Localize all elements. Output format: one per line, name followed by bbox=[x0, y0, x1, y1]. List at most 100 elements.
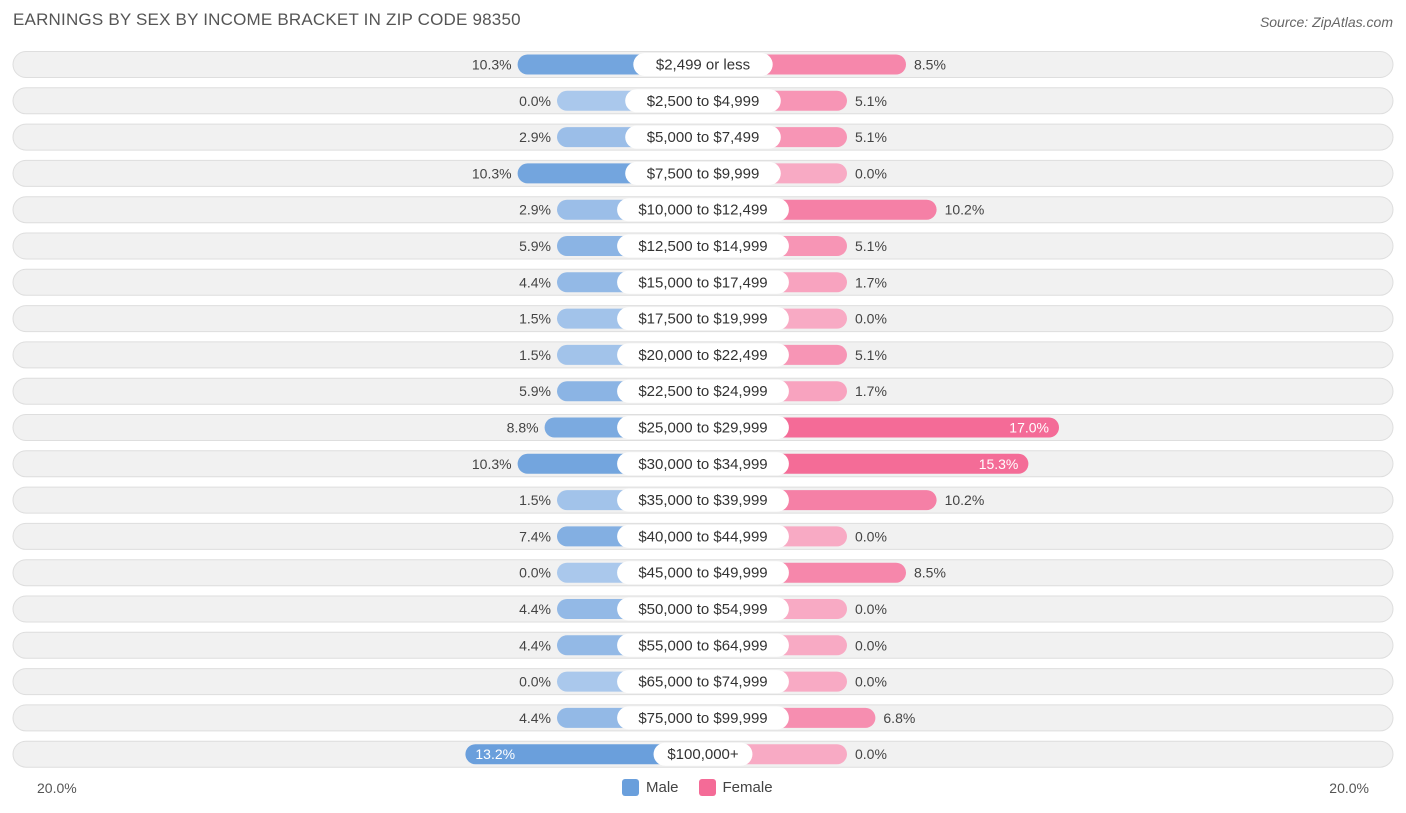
category-label-box bbox=[617, 234, 789, 258]
bar-row: $12,500 to $14,999 5.9% 5.1% bbox=[12, 232, 1394, 260]
source-note: Source: ZipAtlas.com bbox=[1259, 14, 1393, 30]
category-label-box bbox=[633, 53, 773, 76]
bar-row: $50,000 to $54,999 4.4% 0.0% bbox=[12, 595, 1394, 623]
value-label-male: 2.9% bbox=[519, 202, 551, 218]
value-label-male: 10.3% bbox=[472, 165, 512, 181]
category-label: $20,000 to $22,499 bbox=[638, 347, 767, 364]
value-label-male: 10.3% bbox=[472, 456, 512, 472]
value-label-male: 7.4% bbox=[519, 528, 551, 544]
category-label-box bbox=[617, 270, 789, 294]
value-label-male: 13.2% bbox=[475, 746, 515, 762]
value-label-female: 8.5% bbox=[914, 565, 946, 581]
category-label: $40,000 to $44,999 bbox=[638, 528, 767, 545]
chart-canvas: $2,499 or less 10.3% 8.5% $2,500 to $4,999 0… bbox=[12, 51, 1394, 768]
category-label: $55,000 to $64,999 bbox=[638, 637, 767, 654]
bar-row: $35,000 to $39,999 1.5% 10.2% bbox=[12, 486, 1394, 514]
value-label-male: 5.9% bbox=[519, 383, 551, 399]
bar-row: $30,000 to $34,999 10.3% 15.3% bbox=[12, 450, 1394, 478]
value-label-male: 4.4% bbox=[519, 710, 551, 726]
bar-row: $2,499 or less 10.3% 8.5% bbox=[12, 51, 1394, 78]
category-label-box bbox=[617, 379, 789, 403]
category-label: $100,000+ bbox=[667, 746, 739, 763]
category-label-box bbox=[617, 488, 789, 512]
category-label: $65,000 to $74,999 bbox=[638, 674, 767, 691]
value-label-female: 5.1% bbox=[855, 129, 887, 145]
legend-label-female: Female bbox=[722, 779, 773, 796]
value-label-female: 10.2% bbox=[945, 202, 985, 218]
category-label-box bbox=[617, 597, 789, 621]
bar-row: $10,000 to $12,499 2.9% 10.2% bbox=[12, 196, 1394, 224]
value-label-female: 15.3% bbox=[979, 456, 1019, 472]
value-label-male: 0.0% bbox=[519, 565, 551, 581]
category-label-box bbox=[617, 343, 789, 367]
category-label: $15,000 to $17,499 bbox=[638, 274, 767, 291]
category-label: $30,000 to $34,999 bbox=[638, 456, 767, 473]
category-label: $22,500 to $24,999 bbox=[638, 383, 767, 400]
value-label-female: 5.1% bbox=[855, 238, 887, 254]
category-label: $12,500 to $14,999 bbox=[638, 238, 767, 255]
bar-row: $20,000 to $22,499 1.5% 5.1% bbox=[12, 341, 1394, 369]
value-label-female: 5.1% bbox=[855, 347, 887, 363]
category-label-box bbox=[653, 742, 753, 766]
value-label-male: 1.5% bbox=[519, 311, 551, 327]
value-label-male: 4.4% bbox=[519, 637, 551, 653]
value-label-female: 1.7% bbox=[855, 383, 887, 399]
category-label: $75,000 to $99,999 bbox=[638, 710, 767, 727]
bar-row: $7,500 to $9,999 10.3% 0.0% bbox=[12, 159, 1394, 187]
value-label-female: 1.7% bbox=[855, 274, 887, 290]
value-label-male: 5.9% bbox=[519, 238, 551, 254]
legend-item-female: Female bbox=[698, 779, 773, 796]
axis-label-right: 20.0% bbox=[1329, 780, 1369, 796]
value-label-female: 8.5% bbox=[914, 57, 946, 73]
bar-row: $25,000 to $29,999 8.8% 17.0% bbox=[12, 414, 1394, 441]
value-label-male: 1.5% bbox=[519, 492, 551, 508]
bar-row: $100,000+ 13.2% 0.0% bbox=[12, 740, 1394, 768]
category-label: $10,000 to $12,499 bbox=[638, 202, 767, 219]
category-label-box bbox=[617, 524, 789, 548]
value-label-male: 10.3% bbox=[472, 57, 512, 73]
axis-label-left: 20.0% bbox=[37, 780, 77, 796]
value-label-female: 6.8% bbox=[883, 710, 915, 726]
value-label-female: 0.0% bbox=[855, 637, 887, 653]
bar-row: $40,000 to $44,999 7.4% 0.0% bbox=[12, 522, 1394, 550]
bar-row: $15,000 to $17,499 4.4% 1.7% bbox=[12, 268, 1394, 296]
bar-row: $17,500 to $19,999 1.5% 0.0% bbox=[12, 305, 1394, 333]
value-label-female: 0.0% bbox=[855, 311, 887, 327]
category-label-box bbox=[617, 706, 789, 730]
value-label-female: 0.0% bbox=[855, 528, 887, 544]
category-label: $35,000 to $39,999 bbox=[638, 492, 767, 509]
value-label-male: 2.9% bbox=[519, 129, 551, 145]
value-label-male: 1.5% bbox=[519, 347, 551, 363]
value-label-female: 0.0% bbox=[855, 165, 887, 181]
category-label: $5,000 to $7,499 bbox=[647, 129, 760, 146]
value-label-female: 0.0% bbox=[855, 746, 887, 762]
category-label: $45,000 to $49,999 bbox=[638, 565, 767, 582]
category-label: $7,500 to $9,999 bbox=[647, 165, 760, 182]
value-label-female: 10.2% bbox=[945, 492, 985, 508]
category-label-box bbox=[617, 307, 789, 331]
bar-row: $5,000 to $7,499 2.9% 5.1% bbox=[12, 123, 1394, 151]
bar-row: $75,000 to $99,999 4.4% 6.8% bbox=[12, 704, 1394, 732]
value-label-female: 17.0% bbox=[1009, 420, 1049, 436]
category-label-box bbox=[625, 89, 781, 113]
value-label-male: 8.8% bbox=[507, 420, 539, 436]
bar-male bbox=[465, 744, 703, 765]
value-label-male: 4.4% bbox=[519, 274, 551, 290]
value-label-male: 0.0% bbox=[519, 93, 551, 109]
category-label-box bbox=[617, 670, 789, 694]
bar-female bbox=[703, 417, 1059, 438]
category-label-box bbox=[625, 125, 781, 149]
bar-row: $55,000 to $64,999 4.4% 0.0% bbox=[12, 631, 1394, 659]
category-label-box bbox=[617, 452, 789, 476]
value-label-female: 0.0% bbox=[855, 601, 887, 617]
value-label-male: 4.4% bbox=[519, 601, 551, 617]
category-label-box bbox=[617, 416, 789, 439]
category-label-box bbox=[617, 633, 789, 657]
category-label: $2,500 to $4,999 bbox=[647, 93, 760, 110]
bar-row: $22,500 to $24,999 5.9% 1.7% bbox=[12, 377, 1394, 405]
category-label: $25,000 to $29,999 bbox=[638, 420, 767, 437]
chart-title: EARNINGS BY SEX BY INCOME BRACKET IN ZIP… bbox=[13, 10, 521, 29]
legend-swatch-male bbox=[622, 779, 639, 796]
category-label-box bbox=[617, 198, 789, 222]
category-label: $2,499 or less bbox=[656, 57, 750, 74]
